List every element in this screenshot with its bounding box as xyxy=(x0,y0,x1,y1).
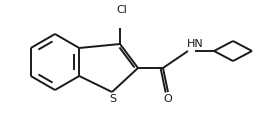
Text: O: O xyxy=(164,94,172,104)
Text: HN: HN xyxy=(187,39,204,49)
Text: S: S xyxy=(109,94,117,104)
Text: Cl: Cl xyxy=(117,5,127,15)
